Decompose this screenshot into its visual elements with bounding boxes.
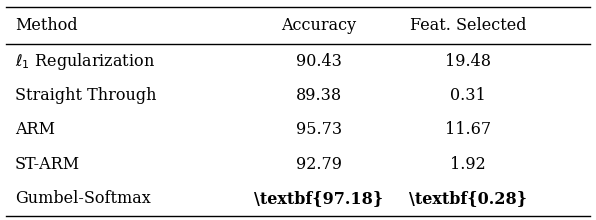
Text: \textbf{97.18}: \textbf{97.18}: [254, 190, 383, 207]
Text: 92.79: 92.79: [296, 156, 342, 173]
Text: \textbf{0.28}: \textbf{0.28}: [409, 190, 527, 207]
Text: 95.73: 95.73: [296, 121, 342, 138]
Text: Gumbel-Softmax: Gumbel-Softmax: [15, 190, 151, 207]
Text: Feat. Selected: Feat. Selected: [409, 17, 526, 34]
Text: 11.67: 11.67: [445, 121, 491, 138]
Text: Method: Method: [15, 17, 77, 34]
Text: Accuracy: Accuracy: [281, 17, 356, 34]
Text: $\ell_1$ Regularization: $\ell_1$ Regularization: [15, 51, 155, 72]
Text: 19.48: 19.48: [445, 53, 491, 70]
Text: 1.92: 1.92: [450, 156, 486, 173]
Text: ST-ARM: ST-ARM: [15, 156, 80, 173]
Text: 90.43: 90.43: [296, 53, 342, 70]
Text: ARM: ARM: [15, 121, 55, 138]
Text: 89.38: 89.38: [296, 87, 342, 104]
Text: Straight Through: Straight Through: [15, 87, 156, 104]
Text: 0.31: 0.31: [450, 87, 486, 104]
